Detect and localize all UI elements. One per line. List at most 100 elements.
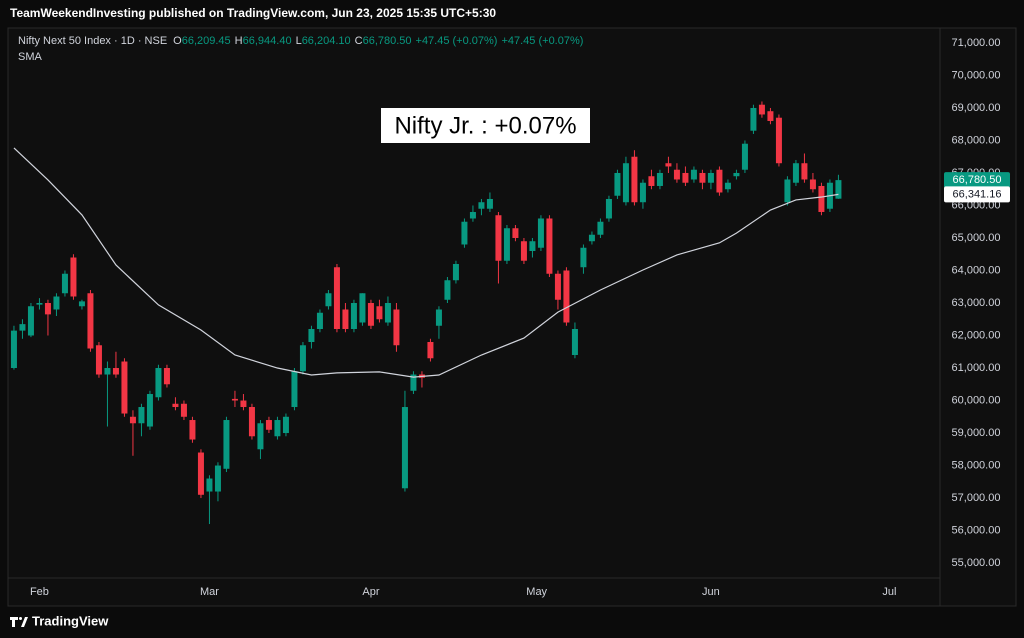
candle-body — [571, 329, 578, 356]
candle-body — [274, 420, 281, 437]
candle-body — [809, 179, 816, 190]
candle-body — [10, 330, 17, 369]
candle-body — [605, 198, 612, 219]
candle-body — [503, 228, 510, 261]
candle-body — [724, 182, 731, 190]
candle-body — [512, 228, 519, 238]
y-tick-label: 64,000.00 — [952, 264, 1001, 276]
candle-body — [393, 309, 400, 346]
candle-body — [36, 303, 43, 305]
candle-body — [656, 172, 663, 186]
symbol: Nifty Next 50 Index · 1D · NSE — [18, 35, 167, 47]
candle-body — [792, 163, 799, 183]
candle-body — [197, 452, 204, 495]
candle-body — [546, 218, 553, 274]
y-tick-label: 65,000.00 — [952, 232, 1001, 244]
candle-body — [427, 342, 434, 359]
ohlc-value: 66,204.10 — [302, 35, 351, 47]
candle-body — [733, 172, 740, 177]
candle-body — [129, 416, 136, 424]
candle-body — [469, 211, 476, 219]
footer-logo — [10, 617, 28, 627]
candle-body — [461, 221, 468, 245]
candle-body — [758, 104, 765, 115]
candle-body — [61, 273, 68, 294]
candle-body — [248, 407, 255, 437]
annotation-box — [381, 108, 590, 143]
annotation: Nifty Jr. : +0.07% — [394, 112, 576, 139]
ohlc-key: O — [173, 35, 182, 47]
y-tick-label: 71,000.00 — [952, 37, 1001, 49]
price-tag — [944, 186, 1010, 203]
candle-body — [648, 176, 655, 186]
candle-body — [265, 420, 272, 430]
price-tag-label: 66,341.16 — [953, 188, 1002, 200]
candle-body — [87, 293, 94, 349]
ohlc-value: 66,780.50 — [363, 35, 412, 47]
candle-body — [325, 293, 332, 307]
plot — [10, 101, 842, 525]
y-tick-label: 70,000.00 — [952, 69, 1001, 81]
candle-body — [27, 306, 34, 336]
candle-body — [155, 368, 162, 398]
candle-body — [690, 169, 697, 180]
candle-body — [138, 407, 145, 424]
candle-body — [19, 324, 26, 331]
candle-body — [835, 180, 842, 199]
candle-body — [741, 143, 748, 170]
change: +47.45 (+0.07%) — [416, 35, 498, 47]
candle-body — [359, 293, 366, 323]
y-tick-label: 61,000.00 — [952, 362, 1001, 374]
candle-body — [767, 111, 774, 121]
candle-body — [597, 221, 604, 235]
candle-body — [707, 172, 714, 183]
candle-body — [784, 179, 791, 203]
candle-body — [163, 368, 170, 385]
candle-body — [631, 156, 638, 203]
legend-text: Nifty Next 50 Index · 1D · NSE O66,209.45… — [18, 35, 583, 47]
candle-body — [750, 107, 757, 131]
candle-body — [308, 329, 315, 343]
candle-body — [716, 169, 723, 193]
footer-brand: TradingView — [32, 613, 109, 628]
candle-body — [240, 400, 247, 408]
y-tick-label: 63,000.00 — [952, 297, 1001, 309]
candle-body — [639, 182, 646, 203]
candle-body — [291, 371, 298, 408]
ohlc-key: L — [296, 35, 302, 47]
x-tick-label: Jun — [702, 586, 720, 598]
candle-body — [401, 407, 408, 489]
candle-body — [520, 241, 527, 261]
candle-body — [189, 420, 196, 440]
ohlc-value: 66,209.45 — [182, 35, 231, 47]
candle-body — [214, 465, 221, 492]
candle-body — [614, 172, 621, 196]
candle-body — [180, 403, 187, 417]
candle-body — [444, 280, 451, 300]
x-tick-label: Mar — [200, 586, 219, 598]
candle-body — [775, 117, 782, 164]
change: +47.45 (+0.07%) — [501, 35, 583, 47]
logo-dot — [19, 617, 22, 620]
attribution: TeamWeekendInvesting published on Tradin… — [10, 6, 496, 20]
candle-body — [70, 257, 77, 297]
candle-body — [452, 263, 459, 281]
candle-body — [350, 303, 357, 330]
candle-body — [384, 303, 391, 323]
ohlc-key: H — [235, 35, 243, 47]
candle-body — [53, 296, 60, 310]
candle-body — [104, 368, 111, 375]
y-tick-label: 62,000.00 — [952, 329, 1001, 341]
y-tick-label: 55,000.00 — [952, 557, 1001, 569]
y-tick-label: 68,000.00 — [952, 134, 1001, 146]
candle-body — [299, 345, 306, 372]
candle-body — [554, 273, 561, 300]
y-tick-label: 60,000.00 — [952, 394, 1001, 406]
candle-body — [486, 198, 493, 209]
candle-body — [206, 478, 213, 492]
ohlc-key: C — [355, 35, 363, 47]
candle-body — [95, 345, 102, 375]
y-tick-label: 69,000.00 — [952, 102, 1001, 114]
